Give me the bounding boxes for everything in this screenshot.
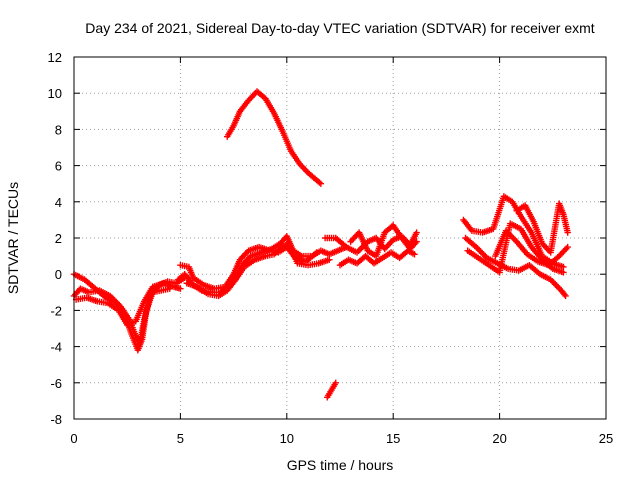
x-tick-label: 25 <box>599 431 613 446</box>
series-arc-p <box>492 227 571 269</box>
data-point <box>564 243 571 251</box>
y-tick-label: 10 <box>48 86 62 101</box>
data-point <box>316 179 323 186</box>
y-tick-label: 4 <box>55 195 62 210</box>
y-tick-label: 6 <box>55 159 62 174</box>
data-point <box>564 229 571 236</box>
x-tick-label: 10 <box>280 431 294 446</box>
data-point <box>560 269 567 276</box>
data-point <box>413 238 420 245</box>
series-arc-g <box>224 88 325 187</box>
x-axis-label: GPS time / hours <box>287 457 394 473</box>
data-points <box>70 88 571 401</box>
y-tick-label: -2 <box>50 303 62 318</box>
data-point <box>313 249 320 256</box>
series-arc-n <box>464 220 567 276</box>
series-arc-e <box>183 240 333 300</box>
x-tick-label: 5 <box>177 431 184 446</box>
series-arc-m <box>462 234 569 300</box>
data-point <box>317 180 325 187</box>
series-arc-o <box>513 200 571 256</box>
chart-title: Day 234 of 2021, Sidereal Day-to-day VTE… <box>85 20 594 36</box>
data-point <box>561 291 568 298</box>
x-tick-label: 0 <box>70 431 77 446</box>
x-tick-label: 15 <box>386 431 400 446</box>
y-tick-label: -4 <box>50 340 62 355</box>
data-point <box>411 251 418 258</box>
data-point <box>413 229 420 236</box>
data-point <box>560 263 567 271</box>
y-tick-label: 8 <box>55 122 62 137</box>
series-arc-k <box>347 222 420 260</box>
y-tick-label: -6 <box>50 376 62 391</box>
series-arc-h <box>324 379 339 401</box>
series-arc-j <box>336 247 418 269</box>
x-tick-label: 20 <box>492 431 506 446</box>
series-arc-c <box>72 280 184 329</box>
data-point <box>332 379 339 386</box>
series-arc-f <box>177 243 320 292</box>
y-axis-label: SDTVAR / TECUs <box>5 182 21 294</box>
y-tick-label: 12 <box>48 50 62 65</box>
series-arc-l <box>460 193 567 271</box>
y-tick-label: 2 <box>55 231 62 246</box>
y-tick-label: -8 <box>50 412 62 427</box>
y-tick-label: 0 <box>55 267 62 282</box>
data-point <box>562 292 569 300</box>
plot-frame <box>73 56 607 420</box>
data-point <box>177 285 184 292</box>
data-point <box>326 256 333 263</box>
axis-ticks: 0 5 10 15 20 25 -8 -6 -4 -2 0 2 4 6 8 10 12 <box>48 50 614 446</box>
